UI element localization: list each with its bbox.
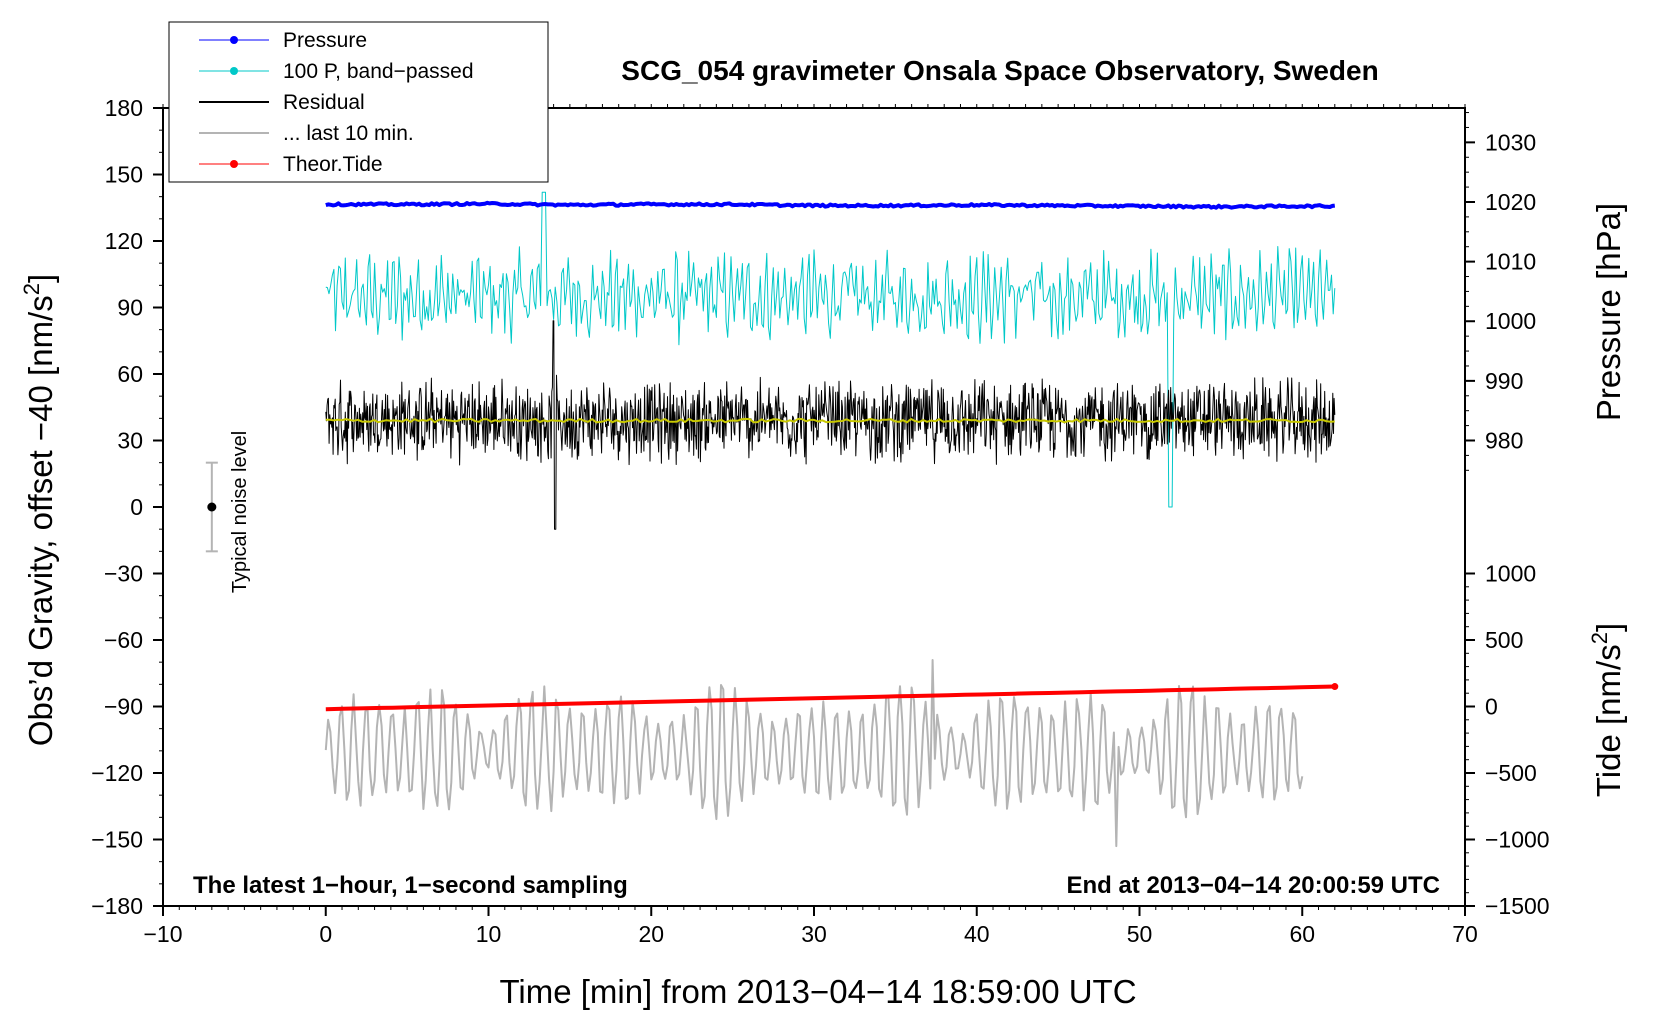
x-axis-title: Time [min] from 2013−04−14 18:59:00 UTC: [499, 973, 1136, 1010]
pressure-tick-label: 990: [1485, 368, 1523, 394]
pressure-tick-label: 980: [1485, 428, 1523, 454]
x-tick-label: 20: [638, 921, 664, 947]
tide-tick-label: 500: [1485, 627, 1523, 653]
legend-label: ... last 10 min.: [283, 122, 414, 145]
axes-layer: −10 0 10 20 30 40 50 60 70−180−150−120−90−60−300…: [91, 95, 1549, 947]
y-tick-label: −60: [104, 627, 143, 653]
series-end-marker-theor-tide: [1331, 683, 1339, 691]
series-line-pressure: [325, 200, 1336, 210]
x-tick-label: −10: [143, 921, 182, 947]
legend-label: Residual: [283, 91, 365, 114]
legend-label: Pressure: [283, 29, 367, 52]
tide-tick-label: −1000: [1485, 827, 1550, 853]
y-axis-title-left: Obs’d Gravity, offset −40 [nm/s2]: [19, 274, 59, 746]
y-axis-title-pressure: Pressure [hPa]: [1590, 203, 1627, 421]
tide-tick-label: −1500: [1485, 893, 1550, 919]
annotation-sampling: The latest 1−hour, 1−second sampling: [193, 872, 628, 899]
series-layer: [205, 191, 1339, 848]
legend-label: 100 P, band−passed: [283, 60, 474, 83]
y-axis-title-left-main: Obs’d Gravity, offset −40 [nm/s: [22, 295, 59, 746]
series-line-last-10-min: [324, 659, 1304, 848]
pressure-tick-label: 1030: [1485, 129, 1536, 155]
y-tick-label: −120: [91, 760, 143, 786]
noise-bar-center-dot: [207, 502, 217, 512]
noise-level-label: Typical noise level: [229, 431, 251, 593]
legend-marker: [230, 67, 238, 75]
y-tick-label: 180: [105, 95, 143, 121]
y-tick-label: 30: [117, 428, 143, 454]
y-tick-label: −90: [104, 694, 143, 720]
legend-marker: [230, 36, 238, 44]
y-tick-label: 0: [130, 494, 143, 520]
pressure-tick-label: 1020: [1485, 189, 1536, 215]
tide-tick-label: 0: [1485, 694, 1498, 720]
y-axis-title-tide-main: Tide [nm/s: [1590, 644, 1627, 797]
tide-tick-label: 1000: [1485, 561, 1536, 587]
y-tick-label: −30: [104, 561, 143, 587]
pressure-tick-label: 1000: [1485, 308, 1536, 334]
legend-label: Theor.Tide: [283, 153, 383, 176]
legend-marker: [230, 160, 238, 168]
y-tick-label: −180: [91, 893, 143, 919]
y-axis-title-tide-sup: 2: [1587, 632, 1612, 644]
annotation-end-time: End at 2013−04−14 20:00:59 UTC: [1066, 872, 1440, 899]
legend-layer: Pressure 100 P, band−passed Residual ... la…: [168, 21, 549, 183]
series-line-residual-smoothed: [325, 417, 1335, 424]
x-tick-label: 0: [319, 921, 332, 947]
series-line-bandpassed: [325, 191, 1336, 508]
y-axis-title-tide-end: ]: [1590, 623, 1627, 632]
y-axis-title-left-sup: 2: [19, 283, 44, 295]
chart-title: SCG_054 gravimeter Onsala Space Observat…: [621, 55, 1378, 86]
y-tick-label: 90: [117, 295, 143, 321]
x-tick-label: 30: [801, 921, 827, 947]
y-tick-label: −150: [91, 827, 143, 853]
x-tick-label: 60: [1289, 921, 1315, 947]
y-axis-title-left-end: ]: [22, 274, 59, 283]
x-tick-label: 10: [476, 921, 502, 947]
y-axis-title-tide: Tide [nm/s2]: [1587, 623, 1627, 797]
y-tick-label: 150: [105, 162, 143, 188]
tide-tick-label: −500: [1485, 760, 1537, 786]
x-tick-label: 50: [1127, 921, 1153, 947]
y-tick-label: 120: [105, 228, 143, 254]
x-tick-label: 40: [964, 921, 990, 947]
series-line-theor-tide: [325, 684, 1335, 712]
pressure-tick-label: 1010: [1485, 249, 1536, 275]
series-line-residual: [325, 320, 1336, 530]
y-tick-label: 60: [117, 361, 143, 387]
x-tick-label: 70: [1452, 921, 1478, 947]
